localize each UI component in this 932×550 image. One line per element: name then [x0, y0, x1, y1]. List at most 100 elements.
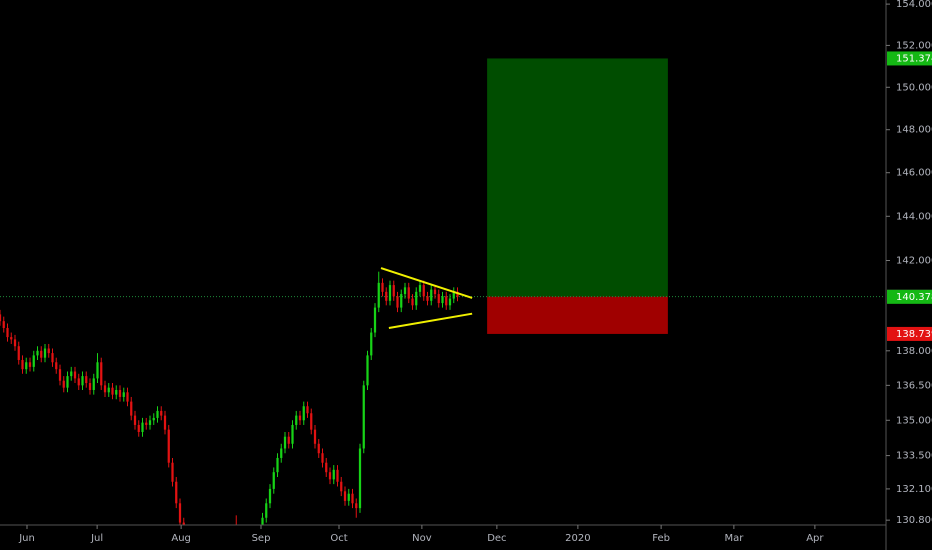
candle-body	[160, 410, 163, 416]
x-tick-label: Feb	[652, 533, 670, 544]
candle-body	[403, 287, 407, 295]
candle-body	[182, 522, 185, 525]
candle-body	[411, 298, 414, 306]
candle-body	[126, 392, 129, 402]
candle-body	[175, 481, 178, 504]
candle-body	[340, 481, 343, 492]
candle-body	[10, 337, 13, 340]
y-tick-label: 142.000	[896, 256, 932, 267]
candle-body	[313, 429, 317, 444]
candle-body	[118, 389, 122, 397]
candle-body	[276, 457, 279, 473]
candle-body	[21, 359, 24, 370]
candle-body	[370, 332, 373, 356]
candle-body	[55, 362, 58, 370]
trendline	[388, 312, 473, 329]
y-tick-label: 152.000	[896, 40, 932, 51]
candle-body	[295, 415, 298, 425]
candle-body	[456, 291, 459, 297]
candle-body	[137, 424, 140, 433]
candle-body	[96, 362, 99, 379]
y-tick-label: 136.500	[896, 380, 932, 391]
candle-body	[32, 355, 35, 367]
price-label-box	[887, 51, 932, 66]
candle-body	[92, 378, 95, 390]
candle-body	[437, 294, 440, 304]
candle-body	[422, 285, 425, 297]
y-tick-label: 135.000	[896, 415, 932, 426]
candle-body	[332, 469, 335, 480]
candle-body	[351, 493, 354, 504]
profit-zone	[487, 58, 668, 297]
candle-body	[85, 376, 88, 384]
candle-body	[133, 415, 137, 425]
candle-body	[107, 387, 110, 393]
candle-body	[268, 488, 272, 504]
candle-body	[130, 401, 133, 416]
candle-body	[73, 371, 77, 379]
candle-body	[306, 406, 309, 414]
candle-body	[163, 415, 167, 430]
candle-body	[25, 362, 28, 370]
x-tick-label: Sep	[252, 533, 271, 544]
loss-zone	[487, 296, 668, 334]
y-tick-label: 133.500	[896, 451, 932, 462]
candle-body	[377, 282, 380, 308]
candle-body	[302, 406, 305, 421]
candle-body	[272, 472, 275, 489]
candle-body	[355, 503, 358, 509]
candle-body	[171, 462, 174, 482]
candle-body	[81, 376, 84, 386]
candle-body	[47, 348, 50, 354]
y-tick-label: 138.000	[896, 346, 932, 357]
candle-body	[433, 289, 437, 295]
candle-body	[261, 517, 264, 525]
y-tick-label: 154.000	[896, 0, 932, 10]
candle-body	[77, 378, 80, 386]
candle-body	[328, 472, 332, 480]
candle-body	[40, 350, 43, 358]
x-tick-label: Mar	[724, 533, 744, 544]
candle-body	[13, 339, 17, 347]
candle-body	[36, 350, 39, 356]
candle-body	[291, 424, 294, 444]
x-tick-label: Aug	[171, 533, 191, 544]
candle-body	[103, 385, 107, 393]
candle-body	[388, 285, 392, 301]
candle-body	[430, 289, 433, 301]
price-label: 151.374	[896, 53, 932, 64]
candle-body	[152, 417, 155, 421]
x-tick-label: Apr	[806, 533, 824, 544]
candle-body	[448, 298, 452, 306]
candle-body	[441, 296, 444, 304]
candle-body	[381, 282, 384, 292]
candle-body	[111, 387, 114, 395]
candle-body	[62, 380, 65, 388]
candle-body	[310, 413, 313, 430]
x-tick-label: Jul	[90, 533, 103, 544]
candle-body	[70, 371, 73, 377]
candle-body	[321, 453, 324, 463]
candle-body	[100, 362, 103, 386]
candle-body	[400, 294, 403, 308]
candle-body	[145, 422, 148, 425]
candle-body	[418, 285, 422, 292]
y-tick-label: 130.800	[896, 515, 932, 526]
x-tick-label: Oct	[330, 533, 347, 544]
candle-body	[426, 296, 429, 301]
candle-body	[58, 369, 62, 381]
candle-body	[325, 462, 328, 473]
candle-body	[366, 355, 369, 386]
candle-body	[287, 436, 290, 444]
y-tick-label: 148.000	[896, 125, 932, 136]
price-label-box	[887, 326, 932, 341]
candle-body	[28, 362, 32, 367]
candle-body	[392, 285, 395, 297]
candle-body	[43, 348, 47, 358]
candle-body	[396, 296, 399, 308]
candle-body	[452, 291, 455, 299]
candle-body	[66, 376, 69, 388]
candle-body	[156, 410, 159, 418]
